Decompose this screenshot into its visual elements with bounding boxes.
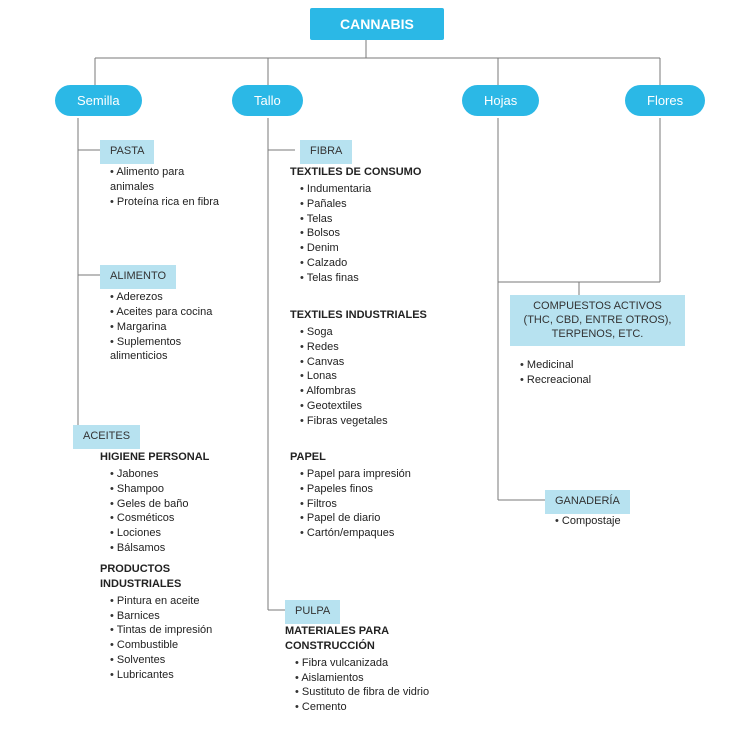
list-pasta: Alimento para animalesProteína rica en f… bbox=[100, 165, 220, 210]
subbox-ganaderia: GANADERÍA bbox=[545, 490, 630, 514]
subbox-label: FIBRA bbox=[310, 145, 342, 157]
list-item: Soga bbox=[300, 325, 440, 340]
list-item: Papel de diario bbox=[300, 511, 440, 526]
subbox-pulpa: PULPA bbox=[285, 600, 340, 624]
list-text-consumo: IndumentariaPañalesTelasBolsosDenimCalza… bbox=[290, 182, 440, 286]
list-item: Solventes bbox=[110, 653, 230, 668]
list-item: Cartón/empaques bbox=[300, 526, 440, 541]
branch-hojas: Hojas bbox=[462, 85, 539, 116]
list-item: Cemento bbox=[295, 700, 455, 715]
list-item: Denim bbox=[300, 241, 440, 256]
section-textiles-industriales: TEXTILES INDUSTRIALES SogaRedesCanvasLon… bbox=[290, 308, 440, 429]
heading-higiene: HIGIENE PERSONAL bbox=[100, 450, 230, 465]
branch-label: Flores bbox=[647, 93, 683, 108]
list-item: Lubricantes bbox=[110, 668, 230, 683]
subbox-label: COMPUESTOS ACTIVOS (THC, CBD, ENTRE OTRO… bbox=[524, 300, 672, 340]
list-item: Medicinal bbox=[520, 358, 670, 373]
branch-tallo: Tallo bbox=[232, 85, 303, 116]
list-text-ind: SogaRedesCanvasLonasAlfombrasGeotextiles… bbox=[290, 325, 440, 429]
list-item: Cosméticos bbox=[110, 511, 230, 526]
list-item: Aderezos bbox=[110, 290, 220, 305]
branch-label: Hojas bbox=[484, 93, 517, 108]
branch-flores: Flores bbox=[625, 85, 705, 116]
subbox-pasta: PASTA bbox=[100, 140, 154, 164]
list-higiene: JabonesShampooGeles de bañoCosméticosLoc… bbox=[100, 467, 230, 556]
list-item: Sustituto de fibra de vidrio bbox=[295, 685, 455, 700]
branch-semilla: Semilla bbox=[55, 85, 142, 116]
list-item: Alimento para animales bbox=[110, 165, 220, 195]
list-item: Recreacional bbox=[520, 373, 670, 388]
branch-label: Tallo bbox=[254, 93, 281, 108]
list-item: Fibra vulcanizada bbox=[295, 656, 455, 671]
list-item: Indumentaria bbox=[300, 182, 440, 197]
list-item: Tintas de impresión bbox=[110, 623, 230, 638]
list-item: Combustible bbox=[110, 638, 230, 653]
section-pulpa-materiales: MATERIALES PARA CONSTRUCCIÓN Fibra vulca… bbox=[285, 624, 455, 715]
section-textiles-consumo: TEXTILES DE CONSUMO IndumentariaPañalesT… bbox=[290, 165, 440, 286]
list-item: Proteína rica en fibra bbox=[110, 195, 220, 210]
list-item: Barnices bbox=[110, 609, 230, 624]
list-item: Pintura en aceite bbox=[110, 594, 230, 609]
list-item: Papel para impresión bbox=[300, 467, 440, 482]
list-item: Compostaje bbox=[555, 514, 675, 529]
list-item: Fibras vegetales bbox=[300, 414, 440, 429]
list-item: Aceites para cocina bbox=[110, 305, 220, 320]
subbox-label: PASTA bbox=[110, 145, 144, 157]
list-item: Lonas bbox=[300, 369, 440, 384]
list-item: Bálsamos bbox=[110, 541, 230, 556]
section-papel: PAPEL Papel para impresiónPapeles finosF… bbox=[290, 450, 440, 541]
list-compuestos: MedicinalRecreacional bbox=[510, 358, 670, 388]
section-aceites-higiene: HIGIENE PERSONAL JabonesShampooGeles de … bbox=[100, 450, 230, 556]
list-papel: Papel para impresiónPapeles finosFiltros… bbox=[290, 467, 440, 541]
list-item: Telas finas bbox=[300, 271, 440, 286]
subbox-compuestos: COMPUESTOS ACTIVOS (THC, CBD, ENTRE OTRO… bbox=[510, 295, 685, 346]
section-aceites-industriales: PRODUCTOS INDUSTRIALES Pintura en aceite… bbox=[100, 562, 230, 683]
list-ganaderia: Compostaje bbox=[545, 514, 675, 529]
heading-text-consumo: TEXTILES DE CONSUMO bbox=[290, 165, 440, 180]
heading-papel: PAPEL bbox=[290, 450, 440, 465]
list-item: Geles de baño bbox=[110, 497, 230, 512]
section-alimento: AderezosAceites para cocinaMargarinaSupl… bbox=[100, 290, 220, 364]
subbox-alimento: ALIMENTO bbox=[100, 265, 176, 289]
list-item: Redes bbox=[300, 340, 440, 355]
branch-label: Semilla bbox=[77, 93, 120, 108]
list-item: Canvas bbox=[300, 355, 440, 370]
list-item: Margarina bbox=[110, 320, 220, 335]
heading-prod-ind: PRODUCTOS INDUSTRIALES bbox=[100, 562, 230, 592]
subbox-fibra: FIBRA bbox=[300, 140, 352, 164]
list-item: Bolsos bbox=[300, 226, 440, 241]
list-item: Filtros bbox=[300, 497, 440, 512]
list-alimento: AderezosAceites para cocinaMargarinaSupl… bbox=[100, 290, 220, 364]
list-item: Geotextiles bbox=[300, 399, 440, 414]
subbox-label: ALIMENTO bbox=[110, 270, 166, 282]
list-item: Alfombras bbox=[300, 384, 440, 399]
heading-text-ind: TEXTILES INDUSTRIALES bbox=[290, 308, 440, 323]
root-label: CANNABIS bbox=[340, 16, 414, 32]
heading-materiales: MATERIALES PARA CONSTRUCCIÓN bbox=[285, 624, 455, 654]
subbox-aceites: ACEITES bbox=[73, 425, 140, 449]
list-materiales: Fibra vulcanizadaAislamientosSustituto d… bbox=[285, 656, 455, 715]
list-prod-ind: Pintura en aceiteBarnicesTintas de impre… bbox=[100, 594, 230, 683]
subbox-label: GANADERÍA bbox=[555, 495, 620, 507]
list-item: Papeles finos bbox=[300, 482, 440, 497]
list-item: Suplementos alimenticios bbox=[110, 335, 220, 365]
list-item: Jabones bbox=[110, 467, 230, 482]
list-item: Aislamientos bbox=[295, 671, 455, 686]
section-ganaderia: Compostaje bbox=[545, 514, 675, 529]
list-item: Shampoo bbox=[110, 482, 230, 497]
root-node: CANNABIS bbox=[310, 8, 444, 40]
list-item: Lociones bbox=[110, 526, 230, 541]
subbox-label: PULPA bbox=[295, 605, 330, 617]
list-item: Telas bbox=[300, 212, 440, 227]
subbox-label: ACEITES bbox=[83, 430, 130, 442]
list-item: Pañales bbox=[300, 197, 440, 212]
section-compuestos: MedicinalRecreacional bbox=[510, 358, 670, 388]
list-item: Calzado bbox=[300, 256, 440, 271]
section-pasta: Alimento para animalesProteína rica en f… bbox=[100, 165, 220, 210]
